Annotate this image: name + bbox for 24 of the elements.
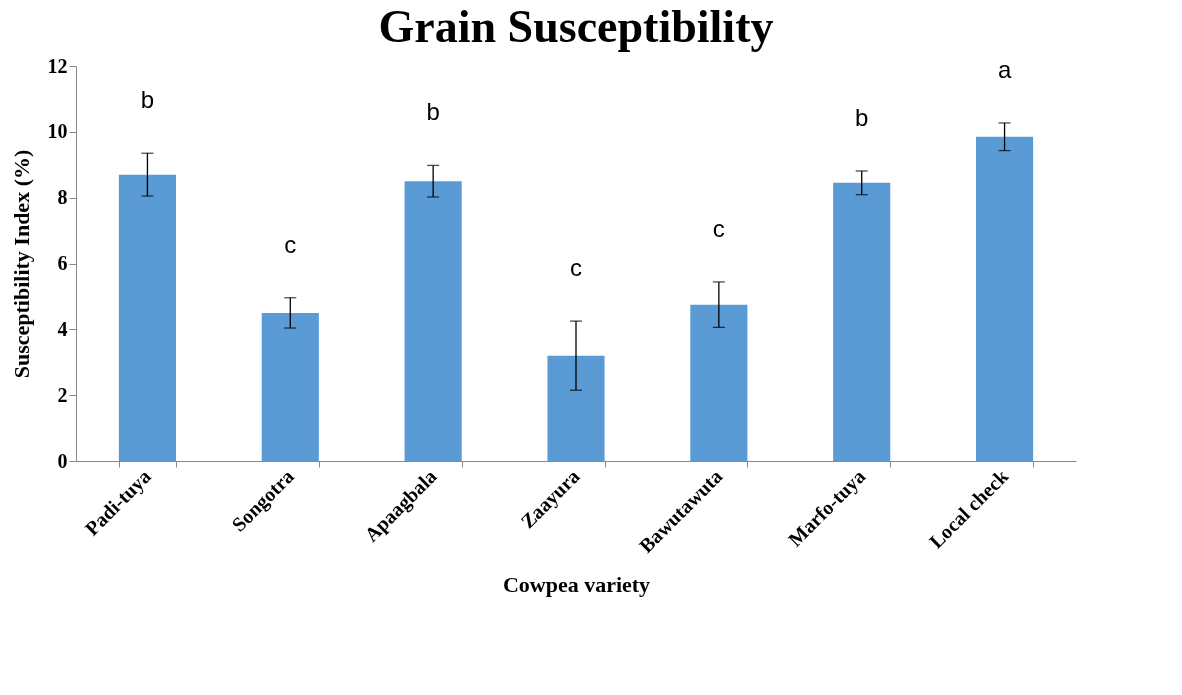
annotation: a: [997, 55, 1012, 83]
bar: [404, 181, 462, 461]
y-tick-label: 2: [57, 383, 68, 406]
annotation: c: [712, 214, 725, 242]
bar: [547, 355, 605, 461]
annotation: b: [140, 86, 155, 114]
bar: [261, 312, 319, 461]
y-tick-label: 4: [57, 317, 68, 340]
bar: [118, 174, 176, 461]
y-tick-label: 8: [57, 186, 68, 209]
y-tick-label: 10: [47, 120, 68, 143]
y-tick-label: 12: [47, 54, 68, 77]
bar: [690, 304, 748, 461]
y-axis-title: Susceptibility Index (%): [8, 149, 34, 379]
annotation: c: [284, 230, 297, 258]
y-tick-label: 6: [57, 252, 68, 274]
chart-title: Grain Susceptibility: [378, 1, 774, 52]
bar: [833, 182, 891, 461]
y-tick-label: 0: [57, 449, 68, 472]
annotation: b: [855, 104, 869, 131]
bar: [976, 136, 1034, 461]
x-axis-title: Cowpea variety: [502, 571, 651, 597]
annotation: c: [570, 254, 582, 282]
annotation: b: [426, 98, 440, 126]
